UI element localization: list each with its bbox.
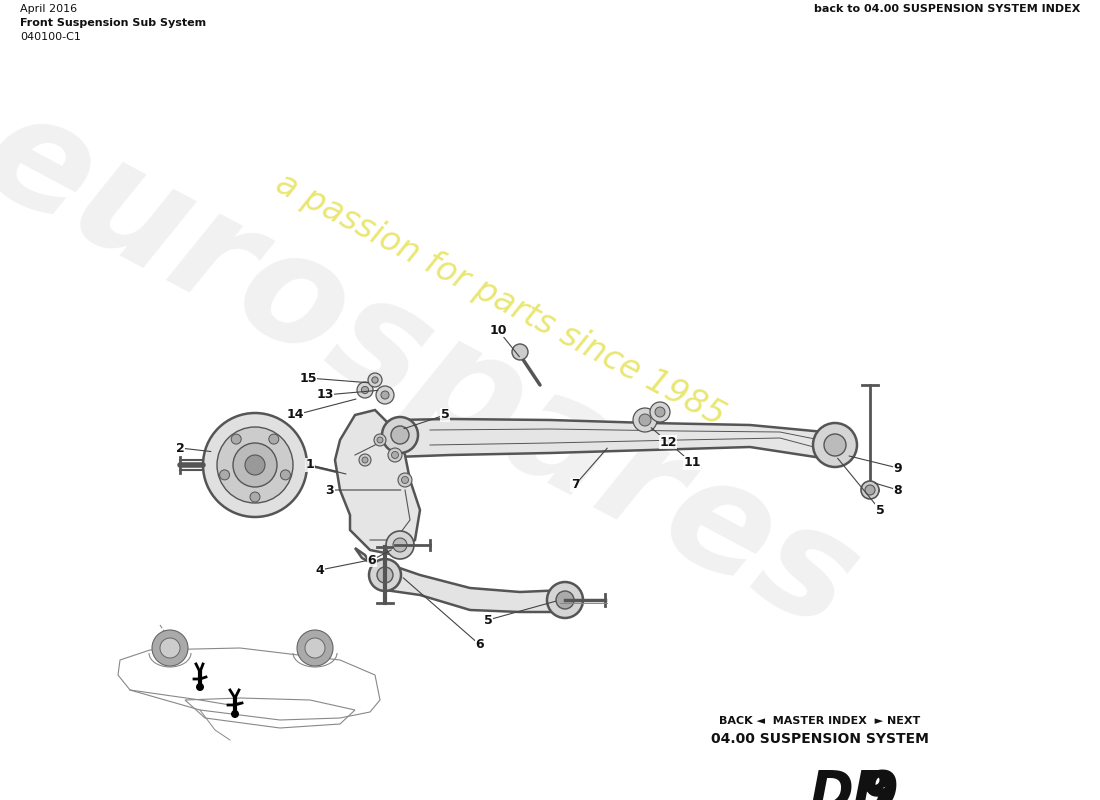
Text: April 2016: April 2016: [20, 4, 77, 14]
Circle shape: [250, 492, 260, 502]
Circle shape: [393, 538, 407, 552]
Polygon shape: [395, 419, 835, 460]
Circle shape: [372, 377, 378, 383]
Circle shape: [362, 386, 369, 394]
Text: 7: 7: [571, 448, 607, 491]
Circle shape: [861, 481, 879, 499]
Circle shape: [368, 373, 382, 387]
Text: 5: 5: [484, 601, 556, 626]
Text: 2: 2: [176, 442, 211, 454]
Text: 12: 12: [651, 428, 676, 449]
Circle shape: [233, 443, 277, 487]
Text: BACK ◄  MASTER INDEX  ► NEXT: BACK ◄ MASTER INDEX ► NEXT: [719, 716, 921, 726]
Circle shape: [398, 473, 412, 487]
Circle shape: [654, 407, 666, 417]
Polygon shape: [385, 563, 565, 612]
Text: DB: DB: [810, 768, 894, 800]
Circle shape: [382, 417, 418, 453]
Circle shape: [160, 638, 180, 658]
Text: back to 04.00 SUSPENSION SYSTEM INDEX: back to 04.00 SUSPENSION SYSTEM INDEX: [814, 4, 1080, 14]
Text: 1: 1: [306, 458, 346, 474]
Circle shape: [377, 567, 393, 583]
Circle shape: [376, 386, 394, 404]
Text: a passion for parts since 1985: a passion for parts since 1985: [270, 167, 730, 433]
Circle shape: [196, 683, 204, 691]
Circle shape: [377, 437, 383, 443]
Circle shape: [374, 434, 386, 446]
Text: 15: 15: [299, 371, 367, 385]
Polygon shape: [336, 410, 420, 555]
Text: 14: 14: [286, 399, 356, 422]
Text: eurospares: eurospares: [0, 78, 881, 662]
Text: 9: 9: [849, 456, 902, 474]
Circle shape: [402, 477, 408, 483]
Text: 6: 6: [403, 578, 484, 651]
Circle shape: [297, 630, 333, 666]
Text: 10: 10: [490, 323, 519, 357]
Circle shape: [650, 402, 670, 422]
Text: Front Suspension Sub System: Front Suspension Sub System: [20, 18, 206, 28]
Circle shape: [865, 485, 874, 495]
Circle shape: [639, 414, 651, 426]
Circle shape: [358, 382, 373, 398]
Circle shape: [362, 457, 369, 463]
Circle shape: [280, 470, 290, 480]
Circle shape: [390, 426, 409, 444]
Circle shape: [368, 559, 402, 591]
Circle shape: [231, 710, 239, 718]
Circle shape: [632, 408, 657, 432]
Circle shape: [245, 455, 265, 475]
Text: 5: 5: [404, 409, 450, 429]
Text: 6: 6: [367, 550, 392, 566]
Text: 9: 9: [862, 768, 899, 800]
Text: 5: 5: [837, 458, 884, 517]
Circle shape: [556, 591, 574, 609]
Circle shape: [305, 638, 324, 658]
Text: 3: 3: [326, 483, 400, 497]
Circle shape: [381, 391, 389, 399]
Text: 040100-C1: 040100-C1: [20, 32, 81, 42]
Circle shape: [824, 434, 846, 456]
Circle shape: [204, 413, 307, 517]
Text: 04.00 SUSPENSION SYSTEM: 04.00 SUSPENSION SYSTEM: [711, 732, 928, 746]
Polygon shape: [355, 548, 385, 582]
Circle shape: [388, 448, 401, 462]
Circle shape: [220, 470, 230, 480]
Circle shape: [268, 434, 278, 444]
Circle shape: [512, 344, 528, 360]
Text: 8: 8: [874, 483, 902, 497]
Circle shape: [813, 423, 857, 467]
Text: 13: 13: [317, 389, 377, 402]
Circle shape: [359, 454, 371, 466]
Text: 4: 4: [316, 561, 366, 577]
Circle shape: [386, 531, 414, 559]
Circle shape: [152, 630, 188, 666]
Circle shape: [547, 582, 583, 618]
Circle shape: [392, 451, 398, 458]
Circle shape: [217, 427, 293, 503]
Text: 11: 11: [663, 438, 701, 470]
Circle shape: [231, 434, 241, 444]
